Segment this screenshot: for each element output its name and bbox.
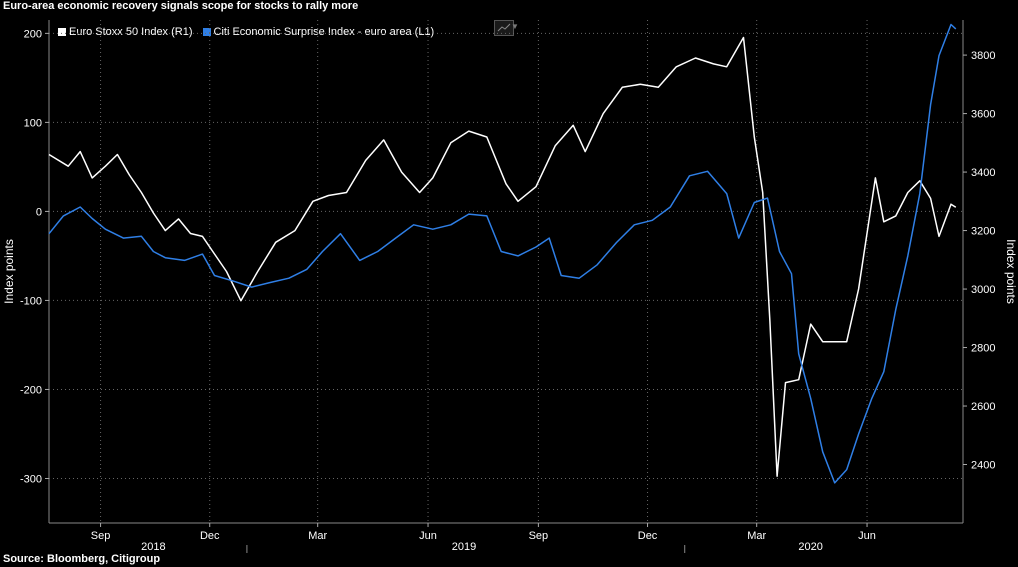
chart-source: Source: Bloomberg, Citigroup: [3, 553, 161, 565]
x-tick-label: Sep: [91, 530, 111, 542]
y-right-axis-title: Index points: [1004, 239, 1018, 304]
x-year-label: 2018: [141, 541, 165, 553]
y-left-tick-label: 0: [36, 206, 42, 218]
x-tick-label: Jun: [419, 530, 437, 542]
legend-item-euro-stoxx: Euro Stoxx 50 Index (R1): [58, 26, 193, 38]
chart-type-icon[interactable]: [494, 20, 514, 36]
x-tick-label: Dec: [638, 530, 658, 542]
legend-label-citi-surprise: Citi Economic Surprise Index - euro area…: [213, 26, 435, 38]
series-line-euro-stoxx: [48, 36, 957, 477]
x-tick-label: Sep: [529, 530, 549, 542]
y-left-tick-label: -100: [20, 295, 42, 307]
y-right-tick-label: 3000: [971, 284, 995, 296]
y-right-tick-label: 3800: [971, 50, 995, 62]
x-tick-label: Jun: [858, 530, 876, 542]
y-left-tick-label: -300: [20, 473, 42, 485]
y-right-tick-label: 3400: [971, 167, 995, 179]
chart-title: Euro-area economic recovery signals scop…: [3, 0, 359, 12]
x-tick-label: Mar: [747, 530, 766, 542]
y-right-tick-label: 2600: [971, 401, 995, 413]
y-left-axis-title: Index points: [2, 239, 16, 304]
y-right-tick-label: 2400: [971, 460, 995, 472]
legend-label-euro-stoxx: Euro Stoxx 50 Index (R1): [69, 26, 193, 38]
y-left-tick-label: 100: [24, 117, 42, 129]
y-left-tick-label: 200: [24, 28, 42, 40]
y-right-tick-label: 3600: [971, 109, 995, 121]
legend-swatch-euro-stoxx: [58, 28, 66, 36]
x-tick-label: Dec: [200, 530, 220, 542]
series-line-citi-surprise: [48, 23, 957, 484]
y-right-tick-label: 3200: [971, 226, 995, 238]
legend: Euro Stoxx 50 Index (R1) Citi Economic S…: [58, 26, 434, 38]
legend-item-citi-surprise: Citi Economic Surprise Index - euro area…: [202, 26, 435, 38]
y-left-tick-label: -200: [20, 384, 42, 396]
chevron-down-icon[interactable]: ▼: [511, 22, 519, 31]
x-year-label: 2020: [798, 541, 822, 553]
legend-swatch-citi-surprise: [202, 28, 211, 36]
x-year-label: 2019: [452, 541, 476, 553]
x-tick-label: Mar: [308, 530, 327, 542]
y-right-tick-label: 2800: [971, 343, 995, 355]
